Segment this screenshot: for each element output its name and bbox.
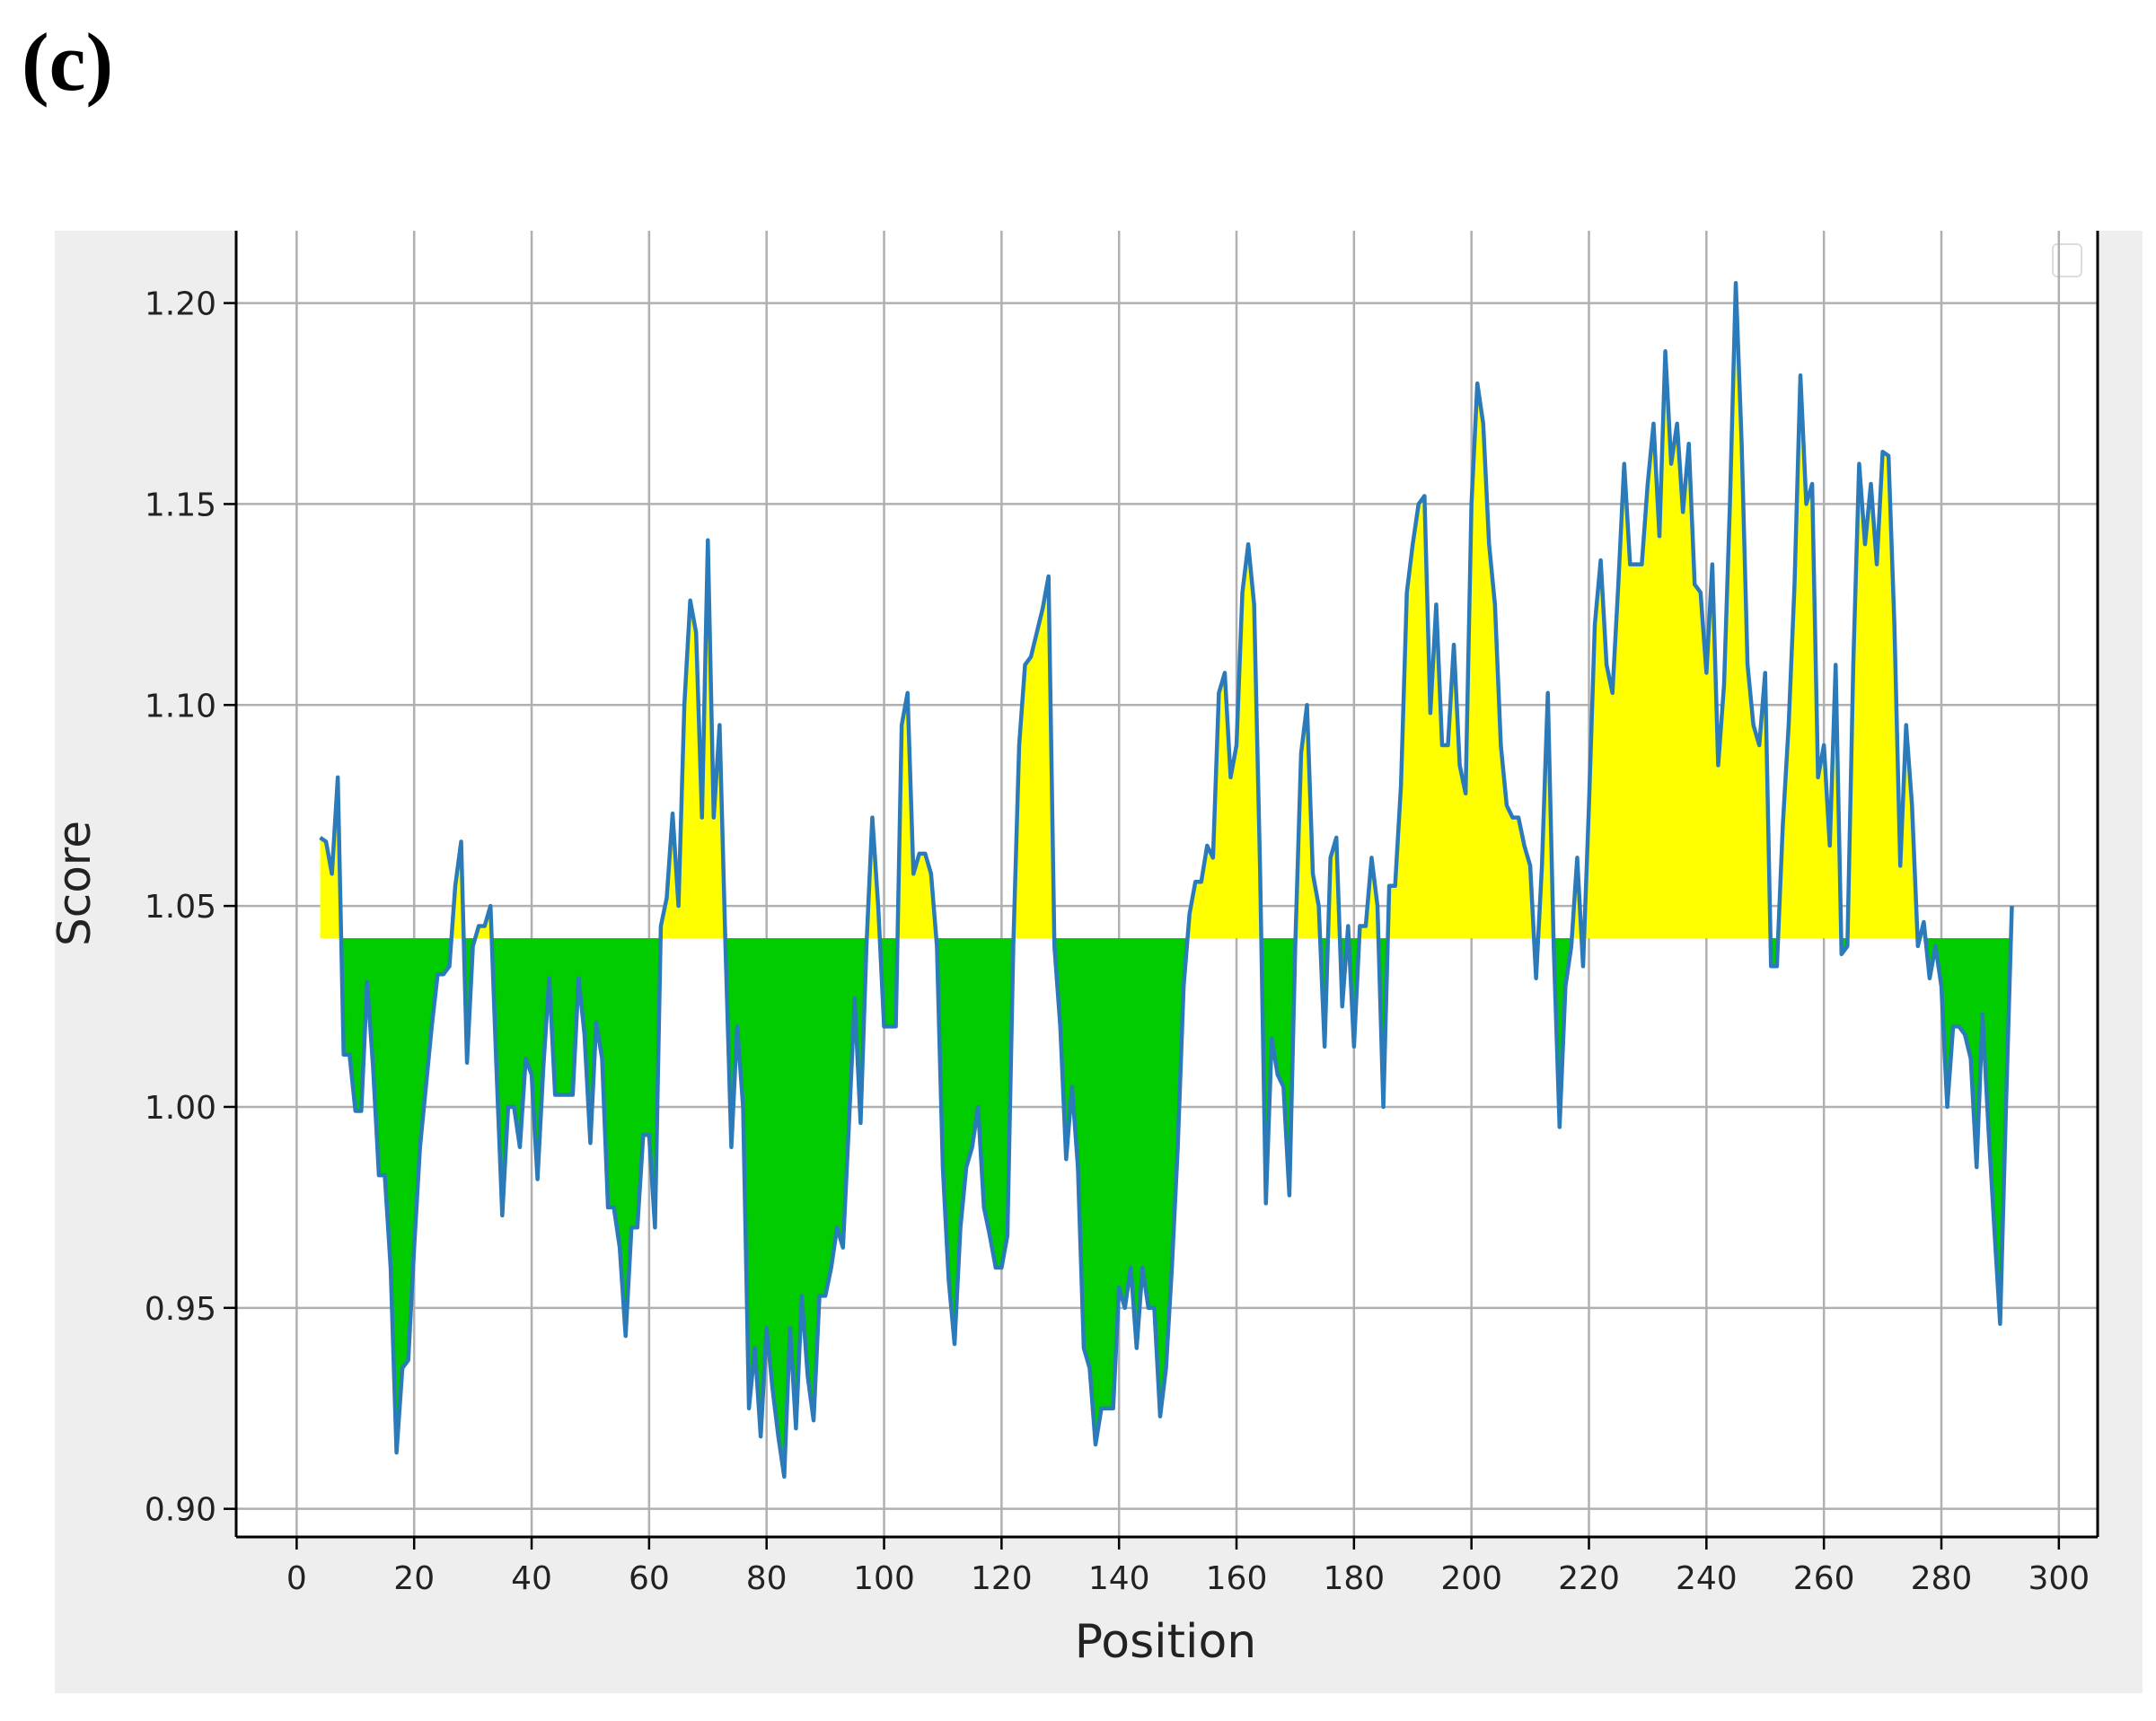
legend-box xyxy=(2052,243,2082,277)
x-tick-label: 260 xyxy=(1793,1560,1855,1597)
x-tick-label: 40 xyxy=(511,1560,552,1597)
x-tick-label: 120 xyxy=(971,1560,1033,1597)
y-tick-label: 1.20 xyxy=(145,286,216,323)
x-tick-label: 300 xyxy=(2028,1560,2090,1597)
x-tick-label: 20 xyxy=(393,1560,435,1597)
x-tick-label: 220 xyxy=(1558,1560,1620,1597)
line xyxy=(319,280,2014,1480)
y-tick-label: 0.90 xyxy=(145,1492,216,1529)
x-axis-label: Position xyxy=(1075,1615,1256,1669)
x-tick-label: 200 xyxy=(1440,1560,1502,1597)
axes xyxy=(224,231,2099,1550)
x-tick-label: 80 xyxy=(746,1560,788,1597)
area-below xyxy=(320,937,2012,1477)
panel-label: (c) xyxy=(22,16,113,108)
y-tick-label: 0.95 xyxy=(145,1291,216,1328)
x-tick-label: 0 xyxy=(286,1560,307,1597)
x-tick-label: 60 xyxy=(629,1560,670,1597)
x-tick-label: 240 xyxy=(1676,1560,1738,1597)
y-axis-label: Score xyxy=(48,821,101,946)
x-tick-label: 180 xyxy=(1323,1560,1385,1597)
y-tick-label: 1.10 xyxy=(145,688,216,724)
x-tick-label: 280 xyxy=(1911,1560,1973,1597)
x-tick-label: 160 xyxy=(1206,1560,1268,1597)
x-tick-label: 100 xyxy=(853,1560,915,1597)
area-above xyxy=(320,283,2012,938)
x-tick-label: 140 xyxy=(1088,1560,1150,1597)
marks xyxy=(319,280,2014,1480)
y-tick-label: 1.05 xyxy=(145,889,216,926)
y-tick-label: 1.15 xyxy=(145,487,216,523)
y-tick-label: 1.00 xyxy=(145,1090,216,1127)
